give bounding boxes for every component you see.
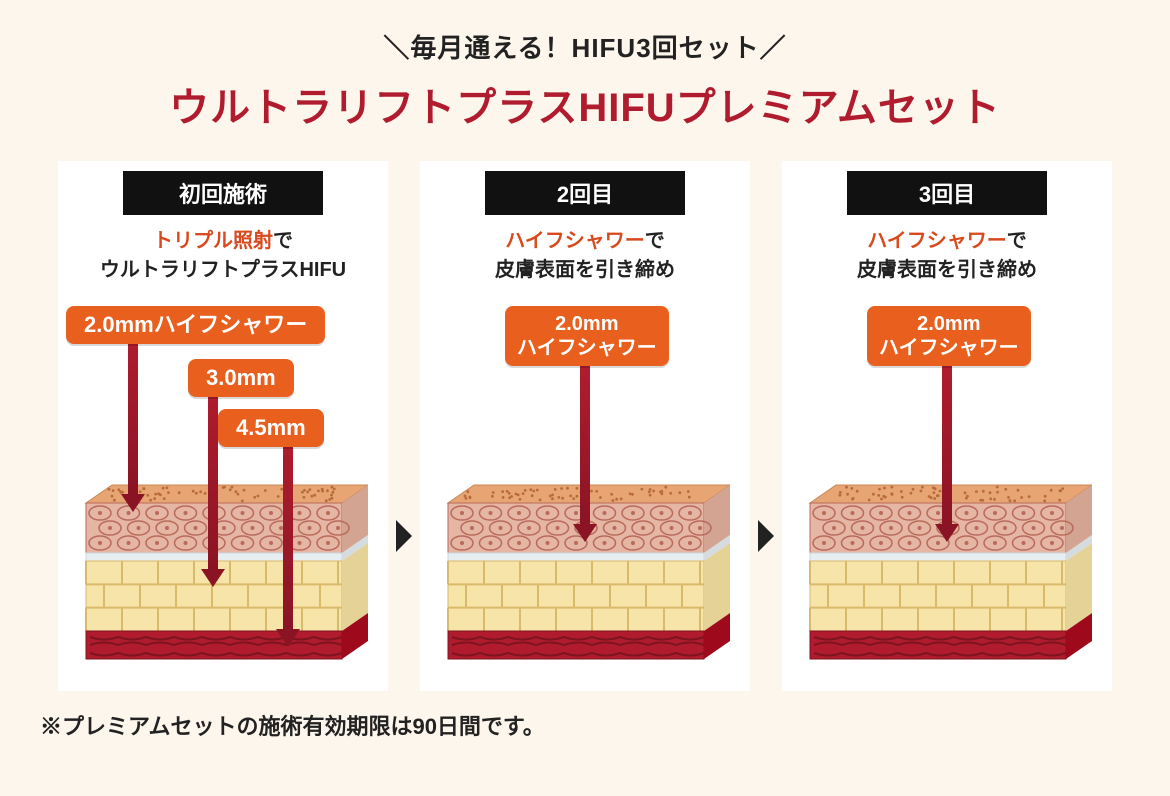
panel-tab: 3回目 [847,171,1047,215]
badge-line1: 2.0mm [879,312,1019,336]
depth-badge: 2.0mmハイフシャワー [505,306,669,366]
depth-badge: 3.0mm [188,359,294,397]
footnote: ※プレミアムセットの施術有効期限は90日間です。 [40,709,1130,741]
header: ＼毎月通える！HIFU3回セット／ ウルトラリフトプラスHIFUプレミアムセット [40,28,1130,133]
infographic-card: ＼毎月通える！HIFU3回セット／ ウルトラリフトプラスHIFUプレミアムセット… [0,0,1170,796]
highlight-text: ハイフシャワー [505,230,645,252]
desc-line2: 皮膚表面を引き締め [495,259,675,281]
page-title: ウルトラリフトプラスHIFUプレミアムセット [40,75,1130,133]
depth-badge: 2.0mmハイフシャワー [66,306,325,344]
treatment-panel: 3回目 ハイフシャワーで 皮膚表面を引き締め 2.0mmハイフシャワー [782,161,1112,691]
panel-tab: 2回目 [485,171,685,215]
highlight-text: ハイフシャワー [867,230,1007,252]
joiner: で [1007,230,1027,252]
depth-badge: 4.5mm [218,409,324,447]
badge-line2: ハイフシャワー [517,336,657,360]
depth-arrow [128,336,138,496]
panels-row: 初回施術 トリプル照射で ウルトラリフトプラスHIFU 2.0mmハイフシャワー… [40,161,1130,691]
panel-description: ハイフシャワーで 皮膚表面を引き締め [495,227,675,285]
desc-line2: ウルトラリフトプラスHIFU [100,259,346,281]
chevron-right-icon [758,520,774,552]
desc-line2: 皮膚表面を引き締め [857,259,1037,281]
badge-line2: ハイフシャワー [879,336,1019,360]
joiner: で [645,230,665,252]
depth-badge: 2.0mmハイフシャワー [867,306,1031,366]
eyebrow-text: ＼毎月通える！HIFU3回セット／ [40,28,1130,65]
badge-line1: 2.0mm [517,312,657,336]
panel-tab: 初回施術 [123,171,323,215]
treatment-panel: 2回目 ハイフシャワーで 皮膚表面を引き締め 2.0mmハイフシャワー [420,161,750,691]
highlight-text: トリプル照射 [153,230,273,252]
depth-arrow [580,366,590,526]
depth-arrow [942,366,952,526]
chevron-right-icon [396,520,412,552]
panel-description: トリプル照射で ウルトラリフトプラスHIFU [100,227,346,285]
depth-arrow [283,436,293,631]
depth-arrow [208,386,218,571]
diagram-zone [58,285,388,691]
panel-description: ハイフシャワーで 皮膚表面を引き締め [857,227,1037,285]
joiner: で [273,230,293,252]
treatment-panel: 初回施術 トリプル照射で ウルトラリフトプラスHIFU 2.0mmハイフシャワー… [58,161,388,691]
